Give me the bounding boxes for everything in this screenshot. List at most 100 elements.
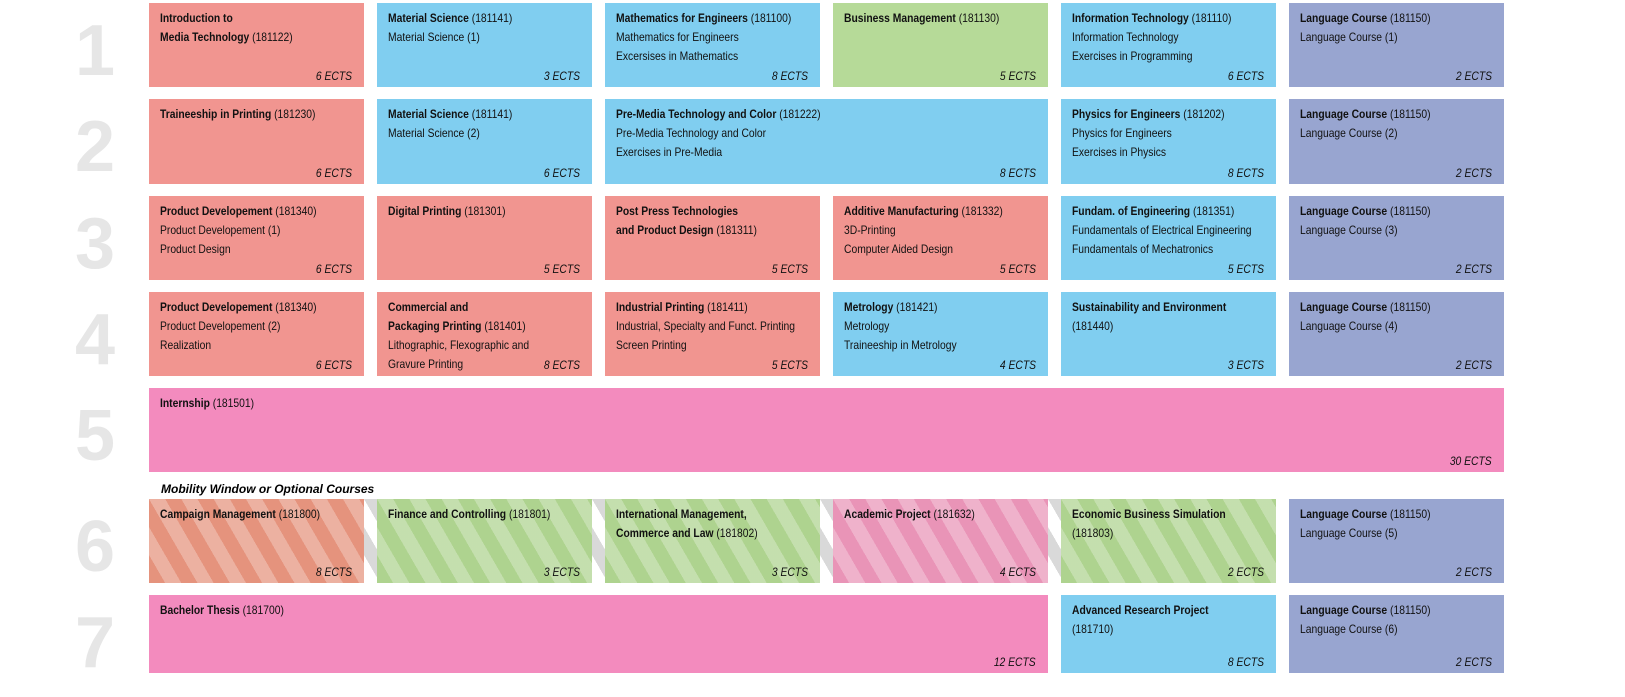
mobility-connector (1048, 499, 1061, 583)
course-card[interactable]: Advanced Research Project (181710) 8 ECTS (1061, 595, 1276, 673)
course-module: Language Course (4) (1300, 319, 1398, 333)
semester-number: 7 (74, 603, 116, 683)
course-heading: Academic Project (181632) (844, 505, 975, 524)
course-content: Language Course (181150) Language Course … (1300, 9, 1493, 47)
course-content: Language Course (181150) Language Course … (1300, 105, 1493, 143)
course-title: Product Developement (160, 300, 273, 314)
course-heading: Material Science (181141) (388, 9, 512, 28)
ects-credits: 6 ECTS (315, 358, 352, 372)
course-title: Information Technology (1072, 11, 1189, 25)
course-card[interactable]: Product Developement (181340) Product Dev… (149, 196, 364, 280)
course-module: Pre-Media Technology and Color (616, 126, 767, 140)
course-card[interactable]: Material Science (181141) Material Scienc… (377, 3, 592, 87)
course-card[interactable]: Language Course (181150) Language Course … (1289, 3, 1504, 87)
course-title: Digital Printing (388, 204, 462, 218)
course-card[interactable]: Business Management (181130) 5 ECTS (833, 3, 1048, 87)
course-heading: Fundam. of Engineering (181351) (1072, 202, 1234, 221)
course-card[interactable]: Industrial Printing (181411) Industrial, … (605, 292, 820, 376)
course-heading: Language Course (181150) (1300, 9, 1431, 28)
course-card[interactable]: Physics for Engineers (181202) Physics fo… (1061, 99, 1276, 184)
ects-credits: 2 ECTS (1455, 166, 1492, 180)
course-heading: Traineeship in Printing (181230) (160, 105, 315, 124)
course-card[interactable]: Additive Manufacturing (181332) 3D-Printi… (833, 196, 1048, 280)
course-content: Mathematics for Engineers (181100) Mathem… (616, 9, 809, 66)
ects-credits: 5 ECTS (999, 262, 1036, 276)
course-card[interactable]: Language Course (181150) Language Course … (1289, 595, 1504, 673)
course-card[interactable]: Campaign Management (181800) 8 ECTS (149, 499, 364, 583)
course-title: Additive Manufacturing (844, 204, 959, 218)
course-content: Additive Manufacturing (181332) 3D-Printi… (844, 202, 1037, 259)
course-code: (181100) (747, 11, 792, 25)
course-card[interactable]: Digital Printing (181301) 5 ECTS (377, 196, 592, 280)
course-card[interactable]: Fundam. of Engineering (181351) Fundament… (1061, 196, 1276, 280)
course-card[interactable]: Product Developement (181340) Product Dev… (149, 292, 364, 376)
course-title: Language Course (1300, 300, 1388, 314)
course-content: Sustainability and Environment (181440) (1072, 298, 1265, 336)
course-content: Pre-Media Technology and Color (181222) P… (616, 105, 1037, 162)
course-card[interactable]: Finance and Controlling (181801) 3 ECTS (377, 499, 592, 583)
course-content: Introduction to Media Technology (181122… (160, 9, 353, 47)
course-code: (181150) (1387, 11, 1431, 25)
course-module: Language Course (2) (1300, 126, 1398, 140)
ects-credits: 5 ECTS (771, 358, 808, 372)
course-card[interactable]: Post Press Technologies and Product Desi… (605, 196, 820, 280)
course-content: Advanced Research Project (181710) (1072, 601, 1265, 639)
course-card[interactable]: Introduction to Media Technology (181122… (149, 3, 364, 87)
course-card[interactable]: Academic Project (181632) 4 ECTS (833, 499, 1048, 583)
course-code: (181340) (272, 300, 317, 314)
course-content: Digital Printing (181301) (388, 202, 581, 221)
course-card[interactable]: Pre-Media Technology and Color (181222) P… (605, 99, 1048, 184)
ects-credits: 2 ECTS (1455, 655, 1492, 669)
course-card[interactable]: Bachelor Thesis (181700) 12 ECTS (149, 595, 1048, 673)
course-card[interactable]: Language Course (181150) Language Course … (1289, 196, 1504, 280)
course-code: (181411) (704, 300, 748, 314)
course-module: Product Developement (1) (160, 223, 281, 237)
course-card[interactable]: Commercial and Packaging Printing (18140… (377, 292, 592, 376)
course-module: Exercises in Programming (1072, 49, 1193, 63)
course-module: Material Science (2) (388, 126, 480, 140)
course-code: (181632) (930, 507, 975, 521)
course-module: Product Design (160, 242, 231, 256)
semester-number: 5 (74, 396, 116, 476)
course-content: Language Course (181150) Language Course … (1300, 202, 1493, 240)
course-code: (181222) (776, 107, 821, 121)
course-code: (181801) (506, 507, 551, 521)
course-title: Language Course (1300, 204, 1388, 218)
course-module: Screen Printing (616, 338, 687, 352)
course-card[interactable]: Language Course (181150) Language Course … (1289, 99, 1504, 184)
course-code: (181501) (209, 396, 255, 410)
ects-credits: 8 ECTS (543, 358, 580, 372)
course-title: Traineeship in Printing (160, 107, 272, 121)
course-content: Industrial Printing (181411) Industrial, … (616, 298, 809, 355)
course-card[interactable]: Internship (181501) 30 ECTS (149, 388, 1504, 472)
course-card[interactable]: Mathematics for Engineers (181100) Mathem… (605, 3, 820, 87)
course-code: (181351) (1190, 204, 1235, 218)
course-card[interactable]: Metrology (181421) Metrology Traineeship i… (833, 292, 1048, 376)
course-heading: Information Technology (181110) (1072, 9, 1231, 28)
course-heading: Additive Manufacturing (181332) (844, 202, 1003, 221)
course-card[interactable]: Language Course (181150) Language Course … (1289, 499, 1504, 583)
ects-credits: 8 ECTS (1227, 166, 1264, 180)
course-title: International Management, Commerce and L… (616, 507, 747, 540)
course-code: (181122) (249, 30, 293, 44)
course-heading: Language Course (181150) (1300, 105, 1431, 124)
course-heading: Product Developement (181340) (160, 298, 317, 317)
ects-credits: 8 ECTS (771, 69, 808, 83)
ects-credits: 3 ECTS (543, 69, 580, 83)
course-card[interactable]: Sustainability and Environment (181440) 3… (1061, 292, 1276, 376)
course-title: Language Course (1300, 507, 1388, 521)
course-card[interactable]: Material Science (181141) Material Scienc… (377, 99, 592, 184)
ects-credits: 6 ECTS (315, 262, 352, 276)
course-card[interactable]: Traineeship in Printing (181230) 6 ECTS (149, 99, 364, 184)
course-module: Excersises in Mathematics (616, 49, 739, 63)
course-content: Language Course (181150) Language Course … (1300, 298, 1493, 336)
course-content: International Management, Commerce and L… (616, 505, 809, 543)
course-card[interactable]: Economic Business Simulation (181803) 2 E… (1061, 499, 1276, 583)
course-card[interactable]: International Management, Commerce and L… (605, 499, 820, 583)
ects-credits: 3 ECTS (1227, 358, 1264, 372)
course-code: (181700) (239, 603, 284, 617)
course-card[interactable]: Information Technology (181110) Informati… (1061, 3, 1276, 87)
ects-credits: 6 ECTS (1227, 69, 1264, 83)
ects-credits: 4 ECTS (999, 358, 1036, 372)
course-card[interactable]: Language Course (181150) Language Course … (1289, 292, 1504, 376)
